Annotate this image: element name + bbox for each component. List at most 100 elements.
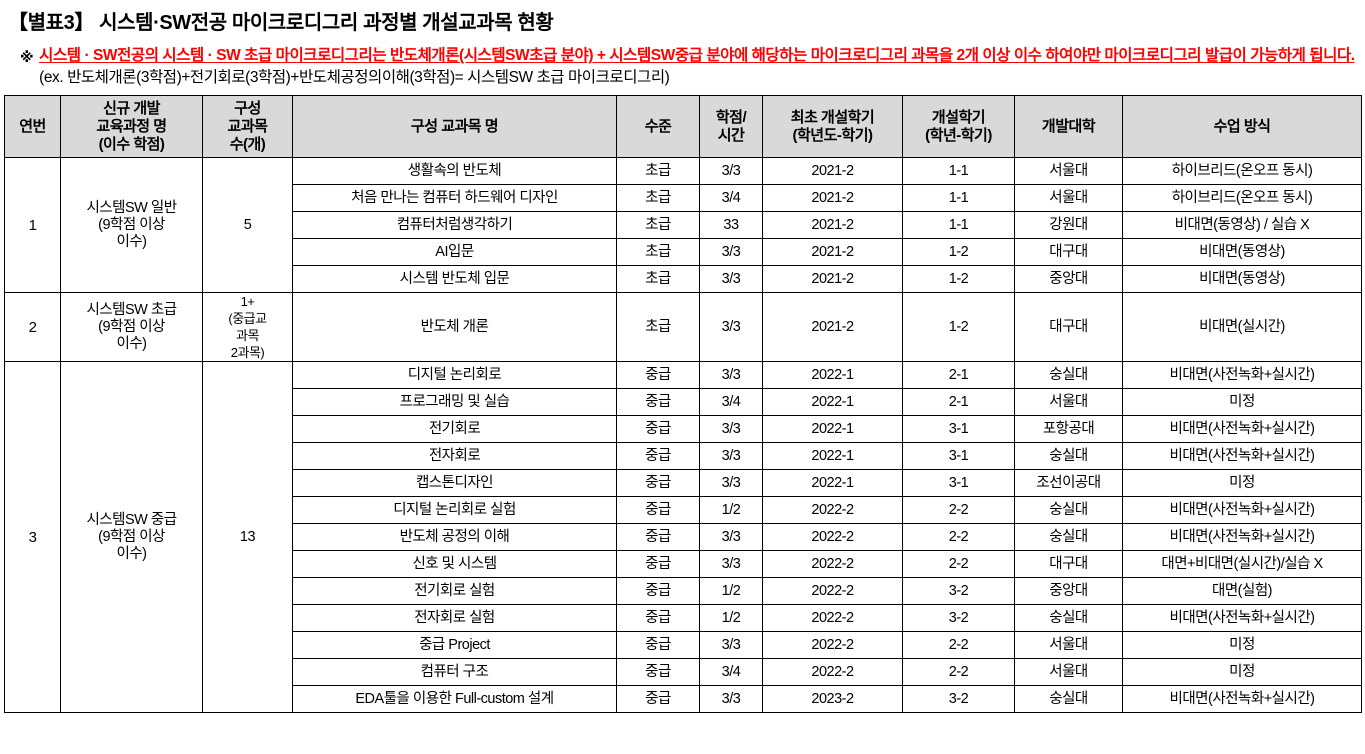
level-cell: 중급 (616, 685, 700, 713)
class-mode-cell: 미정 (1122, 658, 1362, 686)
curriculum-line-2: (9학점 이상 (98, 528, 165, 545)
course-count-line-1: 5 (243, 216, 252, 233)
open-semester-cell: 3-2 (902, 577, 1015, 605)
th-university: 개발대학 (1014, 95, 1123, 158)
curriculum-line-2: (9학점 이상 (98, 318, 165, 335)
open-semester-cell: 2-2 (902, 658, 1015, 686)
level-cell: 중급 (616, 415, 700, 443)
course-name-cell: 컴퓨터 구조 (292, 658, 617, 686)
university-cell: 서울대 (1014, 184, 1123, 212)
th-course-name: 구성 교과목 명 (292, 95, 617, 158)
first-semester-cell: 2022-2 (762, 577, 903, 605)
note-block: ※ 시스템 · SW전공의 시스템 · SW 초급 마이크로디그리는 반도체개론… (20, 45, 1365, 89)
course-name-cell: AI입문 (292, 238, 617, 266)
th-open-sem-line1: 개설학기 (931, 108, 986, 126)
th-seq: 연번 (4, 95, 61, 158)
university-cell: 숭실대 (1014, 496, 1123, 524)
course-count-cell: 5 (202, 157, 293, 293)
university-cell: 중앙대 (1014, 265, 1123, 293)
university-cell: 서울대 (1014, 658, 1123, 686)
credit-cell: 3/3 (699, 469, 763, 497)
curriculum-name-cell: 시스템SW 중급 (9학점 이상 이수) (60, 361, 203, 713)
university-cell: 대구대 (1014, 550, 1123, 578)
note-text: 시스템 · SW전공의 시스템 · SW 초급 마이크로디그리는 반도체개론(시… (39, 45, 1365, 89)
credit-cell: 1/2 (699, 604, 763, 632)
course-name-cell: 컴퓨터처럼생각하기 (292, 211, 617, 239)
university-cell: 조선이공대 (1014, 469, 1123, 497)
open-semester-cell: 3-1 (902, 469, 1015, 497)
course-count-cell: 13 (202, 361, 293, 713)
page-title: 【별표3】 시스템·SW전공 마이크로디그리 과정별 개설교과목 현황 (8, 12, 554, 34)
curriculum-line-3: 이수) (116, 545, 147, 562)
group-sequence-cell: 1 (4, 157, 61, 293)
university-cell: 숭실대 (1014, 442, 1123, 470)
th-open-sem-line2: (학년-학기) (925, 126, 992, 144)
th-open-semester: 개설학기 (학년-학기) (902, 95, 1015, 158)
note-example: (ex. 반도체개론(3학점)+전기회로(3학점)+반도체공정의이해(3학점)=… (39, 69, 670, 86)
class-mode-cell: 비대면(사전녹화+실시간) (1122, 523, 1362, 551)
credit-cell: 3/3 (699, 238, 763, 266)
first-semester-cell: 2022-1 (762, 442, 903, 470)
course-name-cell: 전자회로 실험 (292, 604, 617, 632)
first-semester-cell: 2022-2 (762, 631, 903, 659)
class-mode-cell: 비대면(실시간) (1122, 292, 1362, 362)
course-name-cell: EDA툴을 이용한 Full-custom 설계 (292, 685, 617, 713)
level-cell: 중급 (616, 442, 700, 470)
th-first-semester: 최초 개설학기 (학년도-학기) (762, 95, 903, 158)
open-semester-cell: 3-1 (902, 415, 1015, 443)
credit-cell: 3/3 (699, 265, 763, 293)
th-count-line3: 수(개) (229, 135, 266, 153)
note-asterisk-icon: ※ (20, 49, 34, 65)
open-semester-cell: 1-2 (902, 265, 1015, 293)
level-cell: 중급 (616, 469, 700, 497)
level-cell: 중급 (616, 631, 700, 659)
class-mode-cell: 미정 (1122, 631, 1362, 659)
th-class-mode: 수업 방식 (1122, 95, 1362, 158)
credit-cell: 3/3 (699, 157, 763, 185)
class-mode-cell: 하이브리드(온오프 동시) (1122, 184, 1362, 212)
open-semester-cell: 2-2 (902, 523, 1015, 551)
th-course-count: 구성 교과목 수(개) (202, 95, 293, 158)
class-mode-cell: 비대면(사전녹화+실시간) (1122, 604, 1362, 632)
level-cell: 초급 (616, 184, 700, 212)
th-first-sem-line2: (학년도-학기) (792, 126, 874, 144)
th-credit: 학점/ 시간 (699, 95, 763, 158)
first-semester-cell: 2022-2 (762, 496, 903, 524)
credit-cell: 3/3 (699, 415, 763, 443)
table-row: 처음 만나는 컴퓨터 하드웨어 디자인 초급 3/4 2021-2 1-1 서울대 하이브리… (5, 184, 1362, 212)
curriculum-line-3: 이수) (116, 233, 147, 250)
curriculum-line-1: 시스템SW 일반 (86, 199, 177, 216)
level-cell: 초급 (616, 292, 700, 362)
course-name-cell: 생활속의 반도체 (292, 157, 617, 185)
credit-cell: 3/3 (699, 292, 763, 362)
university-cell: 포항공대 (1014, 415, 1123, 443)
level-cell: 중급 (616, 496, 700, 524)
credit-cell: 3/3 (699, 361, 763, 389)
course-count-line-4: 2과목) (230, 345, 265, 360)
table-row: 중급 Project 중급 3/3 2022-2 2-2 서울대 미정 (5, 631, 1362, 659)
th-credit-line2: 시간 (717, 126, 745, 144)
table-row: 2 시스템SW 초급 (9학점 이상 이수) 1+ (중급교 과목 2과목) 반도체 개론 초급 3… (4, 292, 1362, 362)
class-mode-cell: 대면+비대면(실시간)/실습 X (1122, 550, 1362, 578)
th-credit-line1: 학점/ (715, 108, 747, 126)
open-semester-cell: 1-1 (902, 211, 1015, 239)
table-body: 1 시스템SW 일반 (9학점 이상 이수) 5 생활속의 반도체 초급 3/3 2021-2 1… (4, 157, 1362, 713)
class-mode-cell: 비대면(사전녹화+실시간) (1122, 685, 1362, 713)
first-semester-cell: 2021-2 (762, 238, 903, 266)
course-name-cell: 반도체 개론 (292, 292, 617, 362)
open-semester-cell: 3-2 (902, 685, 1015, 713)
level-cell: 초급 (616, 157, 700, 185)
first-semester-cell: 2022-1 (762, 361, 903, 389)
level-cell: 초급 (616, 211, 700, 239)
curriculum-line-1: 시스템SW 초급 (86, 301, 177, 318)
table-row: 반도체 공정의 이해 중급 3/3 2022-2 2-2 숭실대 비대면(사전녹화+실시간) (5, 523, 1362, 551)
university-cell: 서울대 (1014, 157, 1123, 185)
university-cell: 강원대 (1014, 211, 1123, 239)
class-mode-cell: 하이브리드(온오프 동시) (1122, 157, 1362, 185)
table-header-row: 연번 신규 개발 교육과정 명 (이수 학점) 구성 교과목 수(개) 구성 교… (4, 95, 1362, 158)
group-sequence-cell: 3 (4, 361, 61, 713)
table-row: 신호 및 시스템 중급 3/3 2022-2 2-2 대구대 대면+비대면(실시간)/실습 … (5, 550, 1362, 578)
university-cell: 숭실대 (1014, 523, 1123, 551)
credit-cell: 3/3 (699, 631, 763, 659)
